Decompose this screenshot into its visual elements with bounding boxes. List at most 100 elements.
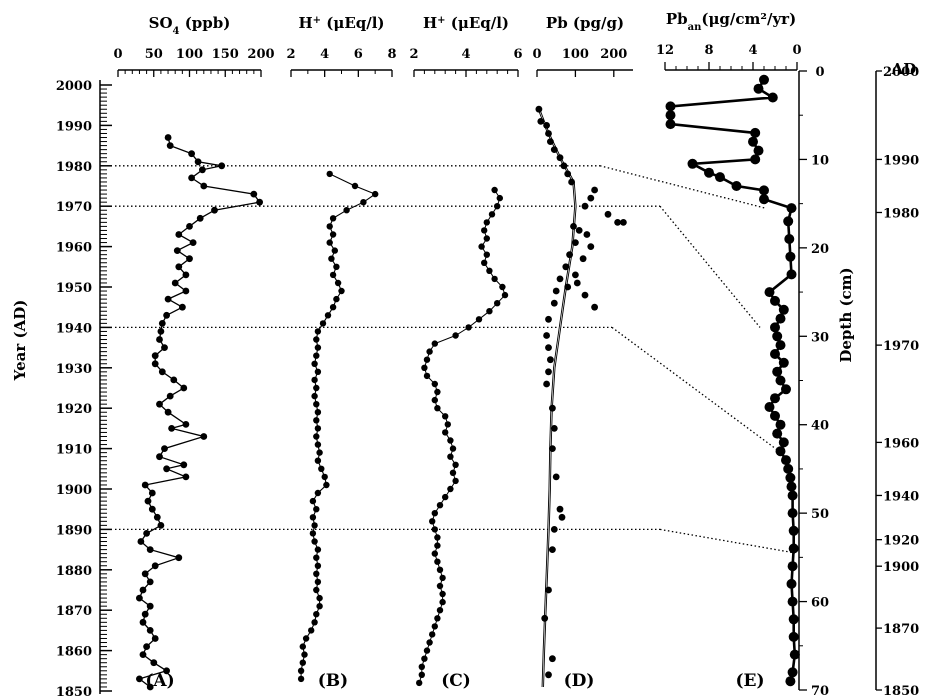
panel-title-rest: (μEq/l) bbox=[446, 14, 510, 32]
panel-e-data-point bbox=[788, 631, 799, 642]
fit-curve bbox=[537, 108, 577, 688]
data-point bbox=[151, 562, 159, 570]
data-point bbox=[211, 206, 218, 214]
panel-e-data-point bbox=[785, 472, 796, 483]
data-point bbox=[313, 570, 320, 577]
panel-e-data-point bbox=[786, 481, 797, 492]
ad-tick-label: 1980 bbox=[883, 206, 919, 221]
connector-line bbox=[611, 326, 786, 457]
data-point bbox=[141, 610, 149, 618]
panel-title-main: SO bbox=[149, 14, 173, 32]
data-point bbox=[148, 489, 156, 497]
series-line bbox=[300, 173, 377, 679]
data-point bbox=[143, 643, 151, 650]
data-point bbox=[465, 324, 472, 331]
panel-e-data-point bbox=[770, 349, 780, 359]
panel-title-sup: + bbox=[437, 15, 445, 26]
data-point bbox=[302, 635, 310, 642]
data-point bbox=[139, 618, 147, 626]
fit-curve-highlight bbox=[538, 109, 576, 688]
data-point bbox=[309, 514, 317, 521]
data-point bbox=[326, 170, 333, 178]
data-point bbox=[297, 667, 305, 674]
connector-lines bbox=[599, 165, 796, 554]
data-point bbox=[156, 453, 163, 461]
data-point bbox=[196, 214, 204, 222]
depth-tick-label: 30 bbox=[811, 330, 829, 345]
data-point bbox=[180, 461, 188, 469]
data-point bbox=[501, 291, 509, 299]
panel-letter: (A) bbox=[145, 671, 174, 691]
data-point bbox=[491, 186, 498, 194]
data-point bbox=[418, 671, 425, 678]
connector-line bbox=[659, 205, 761, 328]
panel-e-title-sub: an bbox=[688, 22, 702, 33]
data-point bbox=[333, 295, 340, 303]
data-point bbox=[157, 522, 165, 529]
series-line bbox=[418, 189, 506, 684]
panel-e-data-point bbox=[753, 145, 764, 156]
panel-e-data-point bbox=[783, 216, 794, 227]
data-point bbox=[141, 481, 149, 489]
panel-tick-label: 4 bbox=[320, 47, 329, 62]
data-point bbox=[141, 570, 149, 578]
data-point bbox=[449, 445, 457, 452]
data-point bbox=[488, 211, 496, 218]
panel-e-data-point bbox=[775, 375, 786, 386]
panel-title-rest: (μEq/l) bbox=[321, 14, 385, 32]
data-point bbox=[545, 344, 552, 351]
data-point bbox=[308, 627, 315, 634]
panel-e-data-point bbox=[770, 295, 780, 306]
year-tick-label: 1970 bbox=[56, 200, 92, 215]
panel-e-data-point bbox=[783, 463, 794, 474]
data-point bbox=[343, 207, 350, 214]
data-point bbox=[326, 239, 333, 246]
data-point bbox=[573, 279, 581, 287]
ad-axis-title: AD bbox=[891, 60, 917, 78]
data-point bbox=[431, 550, 438, 557]
panel-e-data-point bbox=[665, 119, 676, 130]
data-point bbox=[549, 655, 556, 663]
data-point bbox=[552, 473, 560, 481]
panel-e-data-point bbox=[770, 393, 780, 404]
data-point bbox=[587, 194, 595, 202]
panel-e-data-point bbox=[785, 676, 796, 687]
data-point bbox=[556, 154, 564, 162]
data-point bbox=[543, 380, 550, 388]
data-point bbox=[329, 304, 337, 311]
data-point bbox=[452, 477, 459, 485]
depth-tick-label: 40 bbox=[811, 419, 829, 434]
data-point bbox=[164, 408, 172, 416]
panel-e-data-point bbox=[786, 269, 797, 280]
data-point bbox=[314, 344, 322, 351]
data-point bbox=[311, 619, 318, 626]
panel-letter: (E) bbox=[735, 671, 764, 691]
data-point bbox=[318, 465, 325, 472]
data-point bbox=[429, 631, 436, 638]
data-point bbox=[313, 554, 320, 561]
depth-tick-label: 50 bbox=[811, 507, 829, 522]
data-point bbox=[431, 396, 438, 404]
data-point bbox=[439, 598, 446, 606]
data-point bbox=[496, 194, 503, 202]
data-point bbox=[547, 138, 554, 146]
connector-line bbox=[659, 528, 796, 554]
data-point bbox=[447, 485, 454, 493]
data-point bbox=[311, 376, 318, 384]
data-point bbox=[148, 505, 156, 513]
data-point bbox=[436, 607, 444, 614]
panel-e-title-rest: (μg/cm²/yr) bbox=[701, 10, 796, 28]
panel-e-data-point bbox=[753, 83, 764, 94]
data-point bbox=[175, 263, 183, 271]
data-point bbox=[328, 255, 335, 262]
data-point bbox=[163, 311, 171, 319]
panel-e-data-point bbox=[767, 92, 778, 103]
data-point bbox=[556, 275, 564, 283]
panel-b: 2 4 6 8H+ (μEq/l)(B) bbox=[286, 14, 396, 691]
data-point bbox=[558, 513, 566, 521]
data-point bbox=[481, 259, 488, 266]
data-point bbox=[547, 356, 554, 364]
data-point bbox=[168, 425, 176, 432]
data-point bbox=[452, 332, 459, 339]
